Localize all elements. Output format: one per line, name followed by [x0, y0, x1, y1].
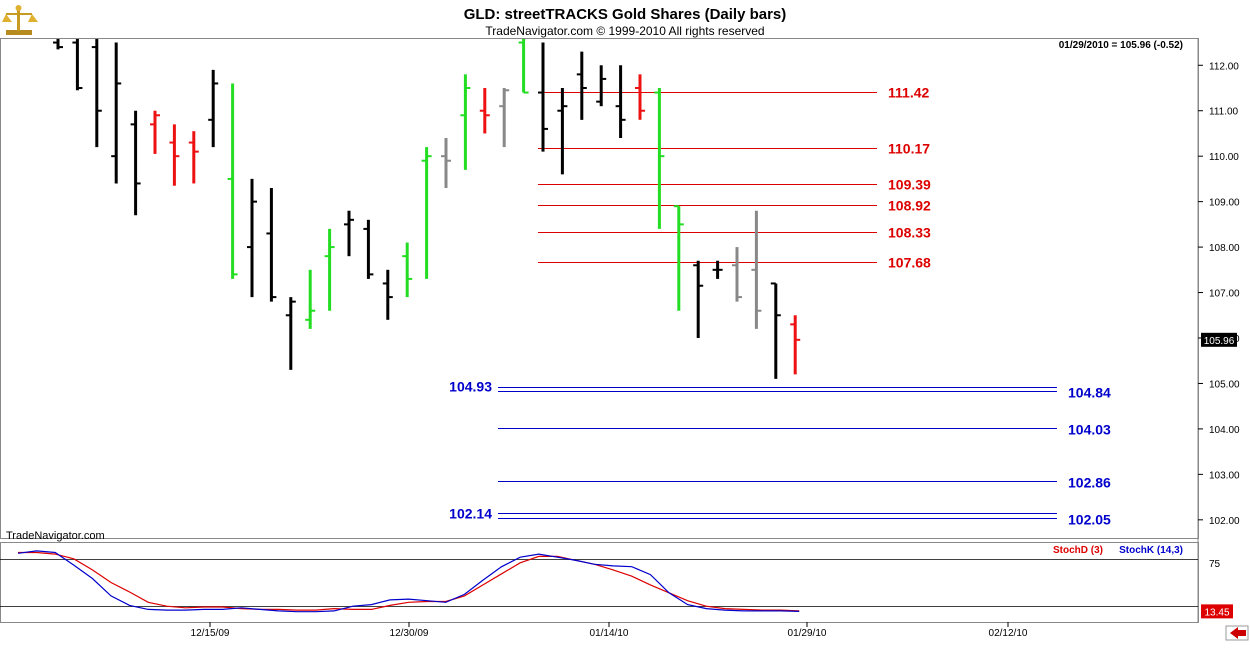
support-label-right: 102.86 [1068, 475, 1111, 491]
stoch-tick-label: 75 [1209, 559, 1221, 570]
support-label-left: 102.14 [449, 505, 492, 521]
price-tick-label: 102.00 [1209, 516, 1240, 527]
ohlc-bar [53, 39, 63, 50]
ohlc-bar [635, 74, 645, 120]
resistance-label: 110.17 [888, 141, 930, 157]
price-tick-label: 109.00 [1209, 198, 1240, 209]
ohlc-bar [344, 210, 354, 257]
ohlc-bar [693, 260, 704, 338]
ohlc-bar [654, 88, 665, 229]
ohlc-bar [441, 138, 451, 188]
date-tick-label: 01/14/10 [590, 628, 629, 639]
resistance-label: 109.39 [888, 177, 931, 193]
support-label-left: 104.93 [449, 379, 492, 395]
ohlc-bar [208, 69, 219, 148]
ohlc-bar [111, 42, 122, 184]
ohlc-bar [227, 83, 238, 279]
stoch-badge-bg [1201, 604, 1233, 619]
date-tick-label: 12/15/09 [191, 628, 230, 639]
price-tick-label: 111.00 [1209, 107, 1239, 118]
ohlc-bar [130, 110, 141, 216]
ohlc-bar [150, 110, 160, 154]
ohlc-bar [576, 51, 587, 120]
chart-title: GLD: streetTRACKS Gold Shares (Daily bar… [464, 6, 787, 23]
ohlc-bar [324, 228, 335, 311]
stoch-badge: 13.45 [1204, 607, 1229, 618]
legend-stochk: StochK (14,3) [1119, 545, 1183, 556]
ohlc-bar [169, 124, 180, 186]
ohlc-bar [538, 42, 548, 152]
ohlc-bar [479, 88, 490, 134]
ohlc-bar [518, 39, 529, 94]
date-tick-label: 12/30/09 [390, 628, 429, 639]
ohlc-bar [770, 282, 781, 379]
price-tick-label: 104.00 [1209, 425, 1240, 436]
ohlc-bar [382, 269, 393, 320]
resistance-label: 107.68 [888, 255, 931, 271]
resistance-label: 111.42 [888, 85, 929, 101]
level-lines: 111.42 110.17 109.39 108.92 108.33 107.68 104.… [449, 85, 1111, 528]
ohlc-bar [247, 178, 257, 298]
ohlc-bar [673, 205, 684, 311]
date-axis: 12/15/09 12/30/09 01/14/10 01/29/10 02/12/10 [191, 622, 1028, 639]
price-tick-label: 110.00 [1209, 152, 1239, 163]
support-label-right: 104.84 [1068, 385, 1111, 401]
price-tick-label: 107.00 [1209, 289, 1240, 300]
last-price-badge: 105.96 [1204, 336, 1235, 347]
ohlc-bar [499, 88, 510, 148]
scales-logo-icon[interactable] [2, 5, 38, 35]
support-label-right: 104.03 [1068, 422, 1111, 438]
price-tick-label: 103.00 [1209, 470, 1240, 481]
ohlc-bar [363, 219, 374, 279]
date-readout: 01/29/2010 = 105.96 (-0.52) [1059, 40, 1183, 51]
price-tick-label: 108.00 [1209, 243, 1240, 254]
date-tick-label: 01/29/10 [788, 628, 827, 639]
price-bars: 105.96 [53, 39, 1237, 379]
ohlc-bar [188, 131, 199, 184]
date-tick-label: 02/12/10 [989, 628, 1028, 639]
stoch-series-line [17, 550, 800, 613]
ohlc-bar [751, 210, 762, 329]
price-tick-label: 112.00 [1209, 61, 1239, 72]
stochastic-panel: 75 13.45 [0, 550, 1233, 619]
scroll-left-arrow-icon[interactable] [1225, 625, 1249, 641]
ohlc-bar [72, 39, 83, 91]
ohlc-bar [712, 260, 723, 279]
ohlc-bar [266, 188, 277, 302]
ohlc-bar [402, 242, 413, 298]
chart-subtitle: TradeNavigator.com © 1999-2010 All right… [485, 24, 764, 38]
price-axis: 112.00111.00110.00109.00108.00107.00106.… [1198, 61, 1240, 527]
ohlc-bar [557, 88, 568, 175]
ohlc-bar [305, 269, 316, 329]
ohlc-bar [460, 74, 471, 170]
ohlc-bar [596, 65, 607, 107]
resistance-label: 108.92 [888, 198, 931, 214]
support-label-right: 102.05 [1068, 512, 1111, 528]
watermark-label: TradeNavigator.com [6, 530, 105, 542]
ohlc-bar [790, 315, 801, 375]
price-tick-label: 105.00 [1209, 379, 1240, 390]
ohlc-bar [615, 65, 626, 138]
ohlc-bar [732, 247, 742, 302]
legend-stochd: StochD (3) [1053, 545, 1103, 556]
ohlc-bar [421, 147, 432, 279]
ohlc-bar [285, 297, 296, 370]
ohlc-bar [91, 39, 102, 148]
last-price-badge-bg [1201, 332, 1237, 347]
resistance-label: 108.33 [888, 225, 931, 241]
